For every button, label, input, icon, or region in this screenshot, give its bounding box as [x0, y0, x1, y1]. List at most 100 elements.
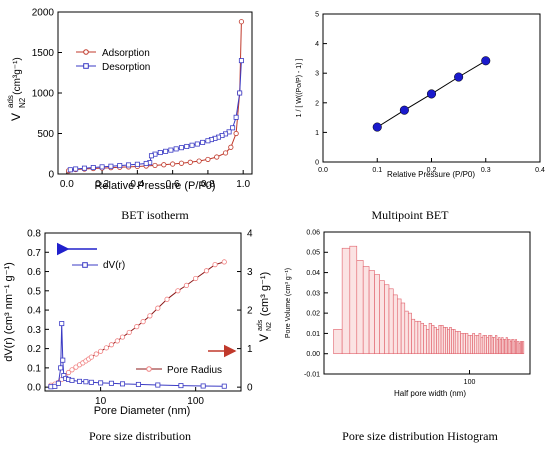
histogram-bar — [478, 333, 482, 355]
histogram-bar — [438, 325, 442, 355]
desorption-point — [168, 147, 174, 153]
histogram-bar — [442, 327, 446, 355]
dvr-point — [52, 383, 58, 389]
histogram-bar — [423, 325, 427, 355]
y-tick-label: 0.0 — [27, 383, 41, 394]
x-axis-label: Pore Diameter (nm) — [94, 405, 191, 417]
y-tick-label: 0 — [315, 159, 319, 166]
x-tick-label: 1.0 — [236, 179, 250, 190]
histogram-bar — [356, 260, 364, 355]
histogram-bar — [396, 298, 402, 355]
desorption-point — [90, 165, 96, 171]
histogram-bar — [522, 341, 525, 355]
histogram-bar — [445, 327, 448, 355]
desorption-point — [73, 166, 79, 172]
dvr-point — [60, 357, 66, 363]
legend-dvr-marker — [82, 262, 88, 268]
histogram-bar — [462, 333, 466, 355]
desorption-point — [148, 153, 154, 159]
y-tick-label: 0.2 — [27, 344, 41, 355]
adsorption-point — [178, 160, 185, 166]
legend-desorption-marker — [83, 63, 89, 69]
histogram-bar — [454, 331, 459, 355]
y-tick-label: 2 — [315, 100, 319, 107]
pore-radius-point — [93, 351, 99, 357]
adsorption-point — [238, 19, 245, 25]
pore-radius-point — [147, 313, 153, 319]
y-tick-label: 500 — [37, 129, 54, 140]
x-axis-label: Relative Pressure (P/P0) — [94, 180, 215, 192]
pore-histogram-chart: -0.01 0.00 0.01 0.02 0.03 0.04 0.05 0.06 100 Hal… — [285, 229, 531, 443]
pore-radius-point — [69, 367, 75, 373]
x-tick-label: 0.0 — [60, 179, 74, 190]
histogram-bar — [447, 329, 450, 355]
histogram-bar — [469, 335, 473, 355]
histogram-bar — [414, 320, 419, 355]
x-tick-label: 100 — [187, 396, 204, 407]
histogram-bar — [428, 322, 432, 355]
y-axis-label: Pore Volume (cm³ g⁻¹) — [285, 268, 292, 338]
legend-adsorption-marker — [83, 49, 89, 55]
y-axis-label-units: (cm³g⁻¹) — [12, 57, 23, 95]
dvr-point — [58, 365, 64, 371]
desorption-point — [163, 148, 169, 154]
dvr-point — [69, 377, 75, 383]
histogram-bar — [379, 280, 385, 355]
y-tick-label: -0.01 — [304, 371, 320, 378]
histogram-bar — [420, 322, 424, 355]
x-tick-label: 0.2 — [427, 167, 437, 174]
data-point — [399, 105, 409, 115]
y-tick-label: 0 — [48, 170, 54, 181]
pore-radius-point — [175, 288, 181, 294]
desorption-point — [157, 150, 163, 156]
pore-size-distribution-chart: 10 100 0.0 0.1 0.2 0.3 0.4 0.5 0.6 0.7 0.8 0 1 2 3 4 Po… — [3, 229, 273, 444]
desorption-point — [81, 165, 87, 171]
data-point — [454, 72, 464, 82]
dvr-point — [55, 380, 61, 386]
y2-tick-label: 3 — [247, 267, 253, 278]
pore-radius-point — [65, 369, 72, 376]
dvr-point — [83, 379, 89, 385]
axes: 0.0 0.1 0.2 0.3 0.4 0 1 2 3 4 5 — [315, 11, 545, 174]
y2-axis-label-group: V N2 ads (cm³ g⁻¹) — [257, 272, 273, 342]
y-tick-label: 0.8 — [27, 229, 41, 240]
y-axis-label: dV(r) (cm³ nm⁻¹ g⁻¹) — [3, 262, 15, 362]
histogram-bar — [440, 325, 444, 355]
histogram-bar — [417, 320, 422, 355]
dvr-point — [155, 382, 161, 388]
adsorption-point — [233, 130, 239, 137]
y2-tick-label: 0 — [247, 383, 253, 394]
pore-radius-point — [155, 305, 161, 311]
x-tick-label: 100 — [464, 379, 476, 386]
desorption-point — [205, 138, 211, 144]
plot-frame — [57, 11, 253, 175]
y-axis-label: 1 / [ W((Po/P) - 1) ] — [296, 59, 303, 118]
pore-radius-point — [88, 354, 94, 360]
histogram-bar — [472, 333, 476, 355]
pore-radius-point — [140, 319, 146, 325]
x-tick-label: 0.1 — [372, 167, 382, 174]
histogram-bar — [436, 329, 440, 355]
dvr-point — [59, 321, 65, 327]
y-tick-label: 0.05 — [306, 250, 320, 257]
desorption-point — [117, 163, 123, 169]
caption-pore-size-distribution: Pore size distribution — [89, 429, 191, 443]
pore-radius-point — [203, 268, 210, 274]
axes: 0.0 0.2 0.4 0.6 0.8 1.0 0 500 1000 1500 2000 — [32, 8, 251, 191]
y-tick-label: 0.02 — [306, 311, 320, 318]
legend: Adsorption Desorption — [76, 48, 150, 73]
y2-tick-label: 1 — [247, 344, 253, 355]
dvr-point — [88, 379, 94, 385]
adsorption-point — [152, 162, 158, 169]
y-tick-label: 0.3 — [27, 325, 41, 336]
desorption-point — [184, 143, 190, 149]
pore-radius-point — [98, 348, 104, 354]
histogram-bar — [426, 329, 430, 355]
desorption-point — [99, 164, 105, 170]
legend-adsorption-label: Adsorption — [102, 48, 150, 59]
desorption-point — [178, 145, 184, 151]
dvr-point — [77, 378, 83, 384]
pore-radius-point — [73, 364, 79, 370]
histogram-bar — [404, 310, 409, 355]
